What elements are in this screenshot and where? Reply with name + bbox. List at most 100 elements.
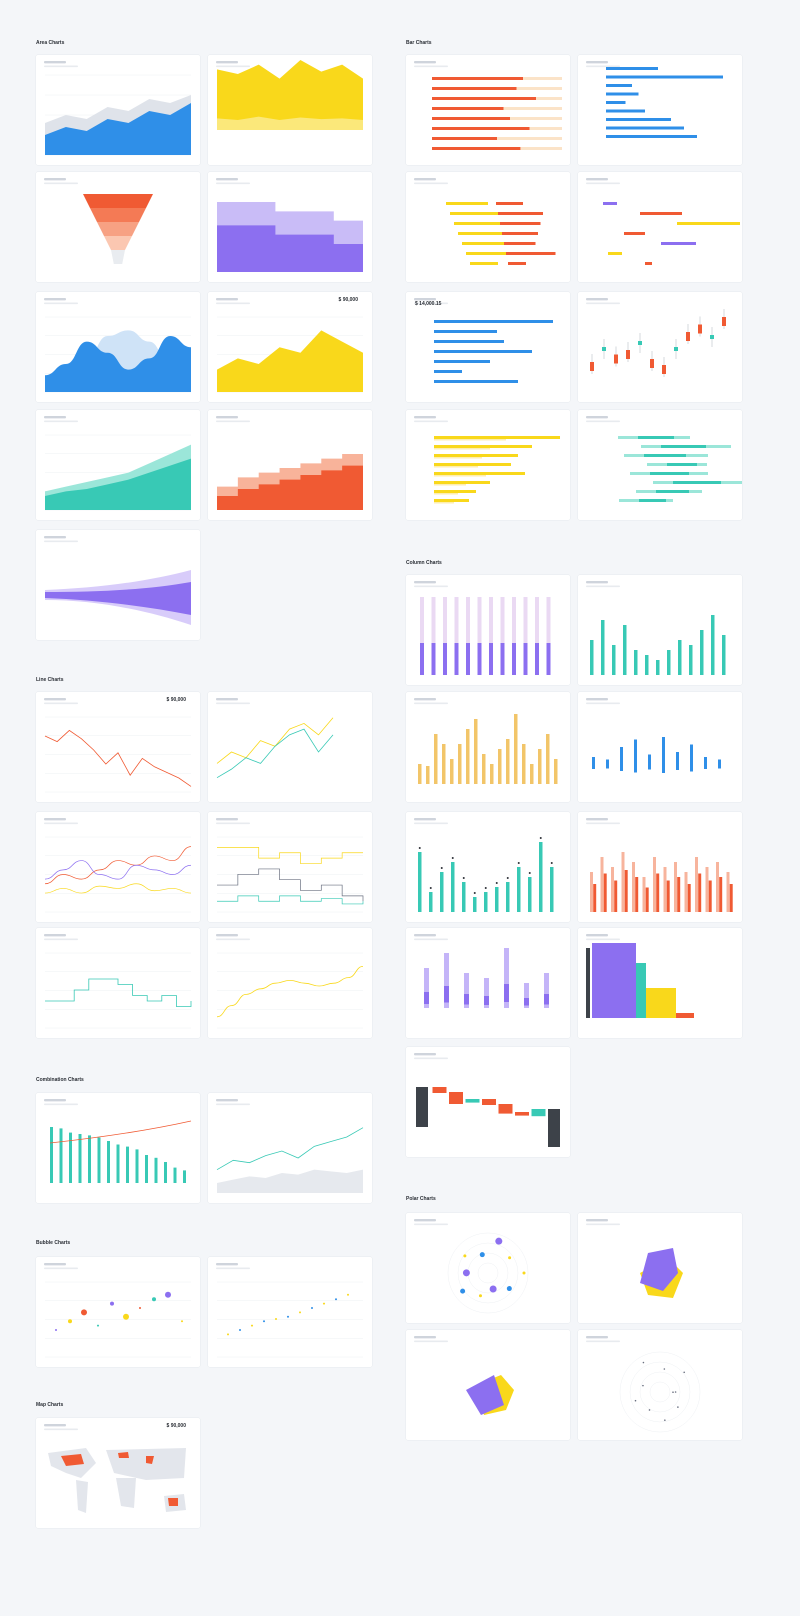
bar-chart-2 bbox=[578, 55, 742, 165]
area-chart-teal-plot bbox=[44, 416, 191, 511]
bar bbox=[434, 320, 553, 323]
title-skeleton bbox=[414, 178, 436, 181]
bar bbox=[434, 493, 458, 495]
polar-chart-1-plot bbox=[414, 1219, 529, 1314]
bar bbox=[508, 262, 526, 265]
column bbox=[443, 597, 447, 675]
line-chart-3-plot bbox=[44, 818, 192, 913]
column bbox=[164, 1162, 167, 1183]
column bbox=[429, 892, 433, 912]
bubble bbox=[55, 1329, 57, 1331]
title-skeleton bbox=[44, 934, 66, 937]
bubble bbox=[323, 1302, 325, 1305]
title-skeleton bbox=[586, 178, 608, 181]
bubble bbox=[152, 1297, 156, 1302]
column bbox=[489, 597, 493, 675]
area-chart-2-plot bbox=[216, 60, 363, 130]
title-skeleton bbox=[414, 698, 436, 701]
polar-ring bbox=[649, 1381, 671, 1403]
polar-area bbox=[640, 1248, 678, 1291]
column bbox=[466, 729, 470, 784]
area-chart-yellow: $ 90,000 bbox=[208, 292, 372, 402]
amount-label: $ 90,000 bbox=[338, 297, 358, 303]
bar bbox=[667, 463, 697, 466]
candle-body bbox=[602, 347, 606, 351]
title-skeleton bbox=[216, 934, 238, 937]
bar bbox=[432, 117, 510, 120]
bar bbox=[606, 126, 684, 130]
column bbox=[611, 867, 614, 912]
column bbox=[466, 597, 470, 675]
bubble-chart-2 bbox=[208, 1257, 372, 1367]
bubble bbox=[347, 1293, 349, 1296]
column-marker bbox=[506, 877, 509, 879]
line-chart-step-teal bbox=[36, 928, 200, 1038]
polar-point bbox=[506, 1286, 512, 1292]
bar bbox=[434, 330, 497, 333]
map-chart: $ 90,000 bbox=[36, 1418, 200, 1528]
column bbox=[440, 872, 444, 912]
subtitle-skeleton bbox=[216, 1103, 250, 1106]
polar-point bbox=[495, 1237, 503, 1245]
column bbox=[546, 597, 551, 675]
funnel-chart bbox=[36, 172, 200, 282]
bubble bbox=[123, 1313, 129, 1320]
column bbox=[504, 984, 509, 1002]
column bbox=[620, 747, 623, 771]
subtitle-skeleton bbox=[414, 182, 448, 185]
line-series bbox=[49, 1120, 192, 1144]
title-skeleton bbox=[414, 298, 436, 301]
column-chart-5-plot bbox=[414, 818, 554, 912]
column-chart-4-plot bbox=[586, 698, 721, 773]
bar bbox=[432, 77, 523, 80]
column bbox=[667, 650, 671, 675]
waterfall-bar bbox=[482, 1099, 496, 1105]
column bbox=[466, 643, 470, 675]
column bbox=[528, 877, 532, 912]
column bbox=[606, 759, 609, 769]
title-skeleton bbox=[44, 1099, 66, 1102]
subtitle-skeleton bbox=[44, 702, 78, 705]
bar bbox=[661, 242, 696, 245]
subtitle-skeleton bbox=[216, 822, 250, 825]
polar-chart-1 bbox=[406, 1213, 570, 1323]
waterfall-chart-plot bbox=[414, 1053, 560, 1147]
section-title-map: Map Charts bbox=[36, 1402, 64, 1408]
column bbox=[464, 973, 469, 1008]
column bbox=[636, 963, 646, 1018]
subtitle-skeleton bbox=[414, 1340, 448, 1343]
subtitle-skeleton bbox=[216, 302, 250, 305]
column bbox=[523, 597, 528, 675]
bar bbox=[434, 439, 506, 441]
column bbox=[490, 764, 494, 784]
bubble bbox=[263, 1320, 265, 1323]
title-skeleton bbox=[44, 818, 66, 821]
section-title-area: Area Charts bbox=[36, 40, 65, 46]
section-title-combination: Combination Charts bbox=[36, 1077, 84, 1083]
area-series bbox=[217, 1169, 363, 1193]
line-chart-1-plot bbox=[44, 698, 192, 793]
column bbox=[442, 744, 446, 784]
column bbox=[484, 978, 489, 1008]
waterfall-bar bbox=[416, 1087, 428, 1127]
column-chart-7-plot bbox=[414, 934, 549, 1008]
area-chart-1 bbox=[36, 55, 200, 165]
subtitle-skeleton bbox=[414, 938, 448, 941]
column bbox=[716, 862, 719, 912]
column bbox=[684, 872, 688, 912]
area-chart-wave-plot bbox=[44, 298, 191, 393]
land-africa bbox=[116, 1478, 136, 1508]
column bbox=[473, 897, 477, 912]
bar bbox=[462, 242, 511, 245]
section-title-bubble: Bubble Charts bbox=[36, 1240, 71, 1246]
amount-label: $ 90,000 bbox=[166, 1423, 186, 1429]
line-chart-curve-plot bbox=[216, 934, 364, 1029]
candle-body bbox=[686, 332, 690, 341]
waterfall-bar bbox=[465, 1099, 480, 1103]
bar bbox=[640, 212, 682, 215]
column bbox=[454, 643, 459, 675]
area-chart-wave bbox=[36, 292, 200, 402]
title-skeleton bbox=[44, 178, 66, 181]
column bbox=[462, 882, 466, 912]
column bbox=[687, 884, 691, 912]
